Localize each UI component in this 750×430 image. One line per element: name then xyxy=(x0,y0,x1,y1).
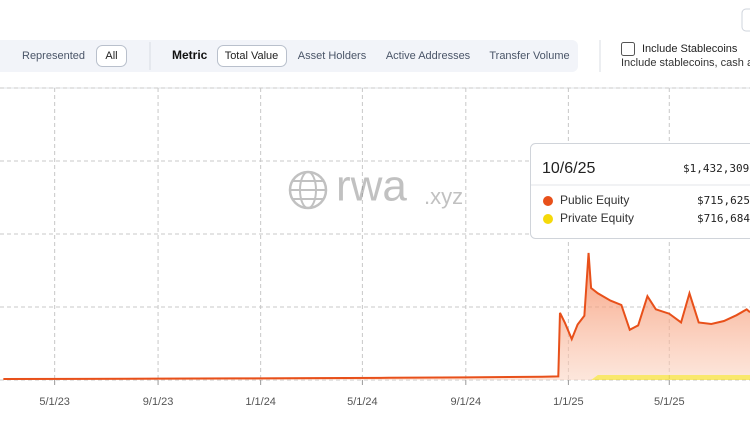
legend-label: Public Equity xyxy=(560,193,629,207)
tooltip-box xyxy=(530,143,750,239)
tooltip-total: $1,432,309 xyxy=(683,162,749,175)
watermark-suffix: .xyz xyxy=(424,184,463,209)
stablecoins-label[interactable]: Include Stablecoins xyxy=(642,43,738,55)
x-tick-label: 5/1/24 xyxy=(347,396,378,408)
watermark: rwa .xyz xyxy=(288,162,463,211)
metric-option[interactable]: Asset Holders xyxy=(298,50,367,62)
legend-dot xyxy=(543,196,553,206)
area xyxy=(3,252,750,380)
stablecoins-description: Include stablecoins, cash ar xyxy=(621,57,750,69)
tooltip-value: $716,684 xyxy=(697,212,750,225)
x-tick-label: 5/1/23 xyxy=(39,396,70,408)
metric-option[interactable]: Active Addresses xyxy=(386,50,471,62)
represented-option[interactable]: Represented xyxy=(22,50,85,62)
legend-label: Private Equity xyxy=(560,211,634,225)
x-tick-label: 1/1/24 xyxy=(245,396,276,408)
menu-button[interactable] xyxy=(741,8,750,32)
line xyxy=(3,252,750,380)
all-label[interactable]: All xyxy=(105,50,117,62)
all-button[interactable] xyxy=(96,45,127,67)
metric-button[interactable] xyxy=(217,45,287,67)
legend-dot xyxy=(543,214,553,224)
toolbar-bg xyxy=(0,40,578,72)
area xyxy=(3,375,750,380)
stablecoins-checkbox[interactable] xyxy=(621,42,635,56)
metric-option[interactable]: Transfer Volume xyxy=(489,50,569,62)
tooltip: 10/6/25 $1,432,309 Public Equity $715,625… xyxy=(530,143,750,239)
x-tick-label: 1/1/25 xyxy=(553,396,584,408)
x-tick-label: 5/1/25 xyxy=(654,396,685,408)
tooltip-value: $715,625 xyxy=(697,194,750,207)
metric-label: Metric xyxy=(172,48,208,62)
metric-option[interactable]: Total Value xyxy=(225,50,279,62)
tooltip-date: 10/6/25 xyxy=(542,160,595,177)
x-tick-label: 9/1/23 xyxy=(143,396,174,408)
x-tick-label: 9/1/24 xyxy=(451,396,482,408)
watermark-name: rwa xyxy=(336,162,407,211)
